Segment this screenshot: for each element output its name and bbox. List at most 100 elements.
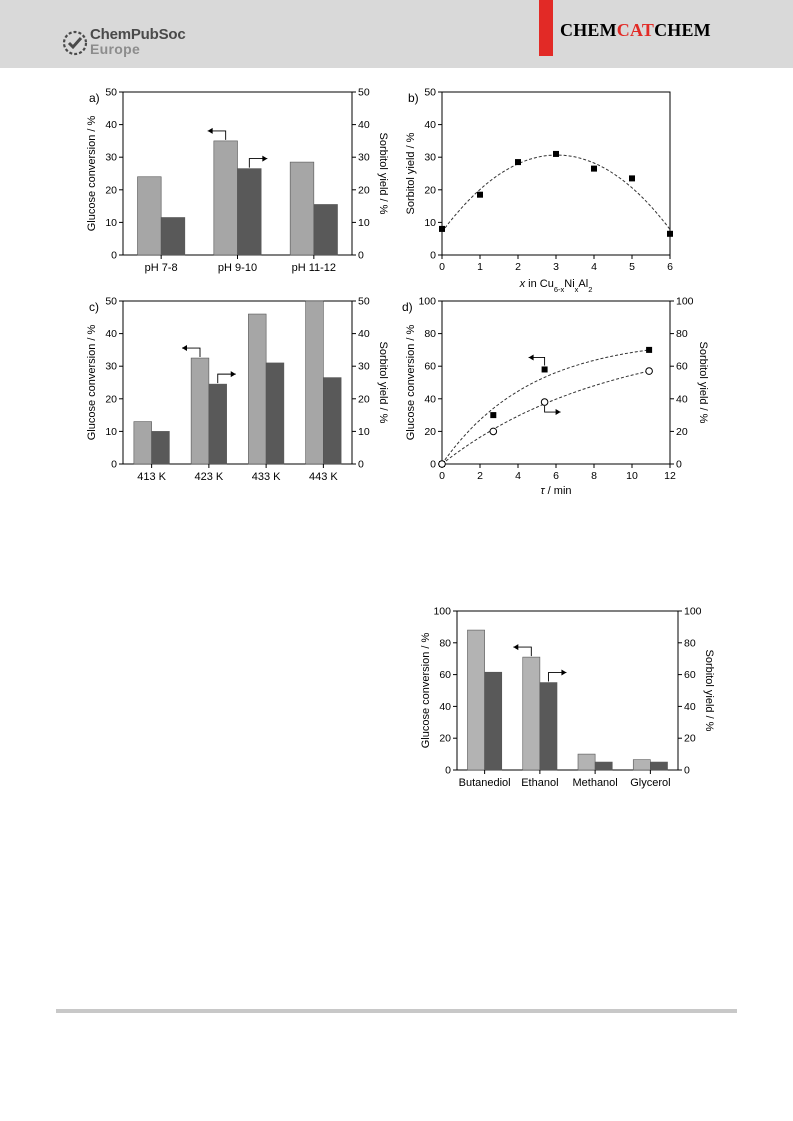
- x-tick-label-b: 6: [667, 261, 673, 273]
- bar-e-0-1: [522, 656, 541, 771]
- y-tick-label-a: 10: [105, 217, 117, 229]
- y-tick-label-b: 0: [430, 250, 436, 262]
- left-axis-arrow-a: [207, 130, 227, 140]
- right-axis-arrowhead-a: [262, 155, 268, 162]
- x-category-label-e: Methanol: [572, 777, 617, 789]
- bar-c-0-2: [248, 313, 267, 465]
- y-tick-label-c: 50: [105, 296, 117, 308]
- bar-e-1-1: [539, 682, 558, 771]
- y2-tick-label-e: 100: [684, 606, 702, 618]
- page-header: ChemPubSoc Europe CHEMCATCHEM: [0, 0, 793, 68]
- y2-axis-label-a: Sorbitol yield / %: [377, 133, 389, 215]
- data-point-b: [629, 175, 635, 182]
- bar-a-0-2: [289, 161, 315, 256]
- y2-tick-label-a: 30: [358, 152, 370, 164]
- data-point-d-circle: [540, 398, 549, 406]
- x-tick-label-b: 3: [553, 261, 559, 273]
- y2-tick-label-a: 50: [358, 87, 370, 99]
- x-tick-label-d: 8: [591, 470, 597, 482]
- y-tick-label-e: 60: [439, 669, 451, 681]
- y-tick-label-b: 50: [424, 87, 436, 99]
- bar-a-0-1: [213, 140, 238, 256]
- data-point-d-square: [490, 412, 497, 419]
- y2-tick-label-c: 30: [358, 361, 370, 373]
- y-tick-label-b: 10: [424, 217, 436, 229]
- left-axis-arrowhead-c: [182, 345, 188, 352]
- y-axis-label-d: Glucose conversion / %: [405, 325, 417, 441]
- y-tick-label-d: 100: [418, 296, 436, 308]
- y2-tick-label-e: 60: [684, 669, 696, 681]
- y2-tick-label-a: 20: [358, 184, 370, 196]
- data-point-b: [477, 191, 483, 198]
- bar-c-1-3: [323, 377, 342, 465]
- bar-e-1-2: [594, 761, 613, 771]
- y2-tick-label-d: 40: [676, 393, 688, 405]
- data-point-b: [515, 159, 521, 166]
- y-tick-label-a: 30: [105, 152, 117, 164]
- plot-frame-c: [122, 300, 353, 465]
- x-category-label-c: 443 K: [309, 471, 338, 483]
- y-tick-label-d: 80: [424, 328, 436, 340]
- x-tick-label-d: 10: [626, 470, 638, 482]
- journal-title: CHEMCATCHEM: [560, 20, 711, 41]
- y2-tick-label-d: 20: [676, 426, 688, 438]
- y-axis-label-c: Glucose conversion / %: [86, 325, 98, 441]
- right-axis-arrow-d: [544, 406, 561, 413]
- bar-c-1-0: [151, 431, 170, 465]
- y2-tick-label-d: 80: [676, 328, 688, 340]
- journal-title-part-3: CHEM: [654, 20, 711, 40]
- y2-tick-label-d: 100: [676, 296, 694, 308]
- y-tick-label-d: 60: [424, 361, 436, 373]
- x-tick-label-d: 6: [553, 470, 559, 482]
- x-tick-label-b: 5: [629, 261, 635, 273]
- chempubsoc-logo: ChemPubSoc Europe: [62, 26, 192, 60]
- right-axis-arrow-e: [547, 672, 567, 682]
- data-point-b: [553, 150, 559, 157]
- x-category-label-c: 423 K: [195, 471, 224, 483]
- trend-curve-d-0: [441, 349, 650, 465]
- y-tick-label-c: 10: [105, 426, 117, 438]
- bar-c-0-0: [133, 421, 152, 465]
- y-tick-label-c: 40: [105, 328, 117, 340]
- panel-label-c: c): [89, 300, 99, 314]
- footer-rule: [56, 1009, 737, 1013]
- y-tick-label-a: 20: [105, 184, 117, 196]
- y2-axis-label-e: Sorbitol yield / %: [703, 650, 715, 732]
- y-tick-label-a: 40: [105, 119, 117, 131]
- y2-axis-label-d: Sorbitol yield / %: [697, 342, 709, 424]
- bar-a-1-1: [237, 168, 262, 256]
- y-tick-label-c: 0: [111, 459, 117, 471]
- data-point-d-circle: [438, 460, 446, 468]
- y-axis-label-b: Sorbitol yield / %: [405, 132, 417, 214]
- data-point-b: [591, 165, 597, 172]
- panel-label-d: d): [402, 300, 413, 314]
- x-tick-label-b: 2: [515, 261, 521, 273]
- x-tick-label-b: 4: [591, 261, 597, 273]
- x-tick-label-d: 4: [515, 470, 521, 482]
- panel-label-b: b): [408, 91, 419, 105]
- y2-tick-label-c: 10: [358, 426, 370, 438]
- x-category-label-e: Ethanol: [521, 777, 558, 789]
- x-category-label-a: pH 11-12: [292, 262, 336, 274]
- right-axis-arrow-a: [248, 158, 268, 168]
- y-axis-label-e: Glucose conversion / %: [420, 633, 432, 749]
- left-axis-arrowhead-d: [528, 354, 534, 361]
- x-tick-label-b: 1: [477, 261, 483, 273]
- x-tick-label-d: 2: [477, 470, 483, 482]
- x-tick-label-b: 0: [439, 261, 445, 273]
- plot-frame-e: [456, 610, 679, 771]
- y2-tick-label-a: 10: [358, 217, 370, 229]
- chart-panel-a: 0 0 10 10 20 20 30 30 40 40 50 50 pH 7-8 pH 9-10 pH 11…: [86, 87, 389, 275]
- left-axis-arrowhead-a: [207, 127, 213, 134]
- bar-a-1-2: [313, 204, 338, 256]
- data-point-b: [439, 225, 445, 232]
- y-tick-label-e: 80: [439, 637, 451, 649]
- y2-tick-label-e: 80: [684, 637, 696, 649]
- left-axis-arrow-d: [528, 357, 546, 366]
- chart-panel-c: 0 0 10 10 20 20 30 30 40 40 50 50 413 K 423 K 433 K 443…: [86, 296, 389, 484]
- left-axis-arrow-e: [513, 646, 532, 657]
- bar-e-0-3: [632, 759, 651, 771]
- journal-accent-bar: [539, 0, 553, 56]
- panel-label-a: a): [89, 91, 100, 105]
